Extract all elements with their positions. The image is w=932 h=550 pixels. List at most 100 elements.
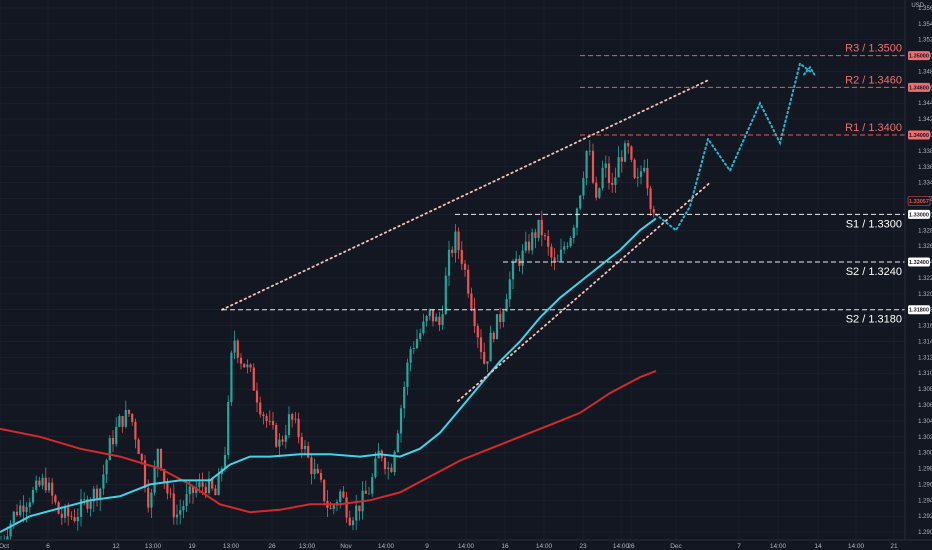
y-tick-label: 1.32800 (918, 228, 932, 234)
candle-body (236, 340, 239, 358)
candle-body (86, 499, 89, 509)
candle-body (255, 390, 259, 403)
price-tag (908, 257, 930, 267)
candle-body (281, 439, 284, 442)
candle-body (41, 477, 44, 486)
candle-body (265, 416, 268, 421)
y-tick-label: 1.31400 (918, 339, 932, 345)
candle-body (502, 311, 505, 323)
candle-body (406, 362, 409, 388)
candle-body (435, 316, 438, 322)
y-tick-label: 1.32200 (918, 276, 932, 282)
projected-path-arrowhead (803, 65, 816, 77)
y-tick-label: 1.35600 (918, 6, 932, 12)
candles-layer (0, 140, 655, 548)
candle-body (467, 269, 470, 294)
x-tick-label: 7 (737, 543, 741, 550)
candle-body (582, 178, 585, 196)
candle-body (371, 477, 374, 494)
candle-body (556, 261, 559, 262)
candle-body (252, 367, 255, 391)
y-tick-label: 1.35200 (918, 38, 932, 44)
candle-body (95, 488, 99, 501)
candle-body (457, 231, 460, 251)
candle-body (332, 505, 335, 509)
candle-body (399, 408, 403, 434)
candle-body (140, 454, 143, 461)
candle-body (38, 480, 41, 486)
candle-body (447, 249, 451, 276)
candle-body (627, 143, 630, 147)
candle-body (239, 357, 243, 364)
x-tick-label: Oct (0, 543, 9, 550)
y-tick-label: 1.33400 (918, 181, 932, 187)
candle-body (579, 195, 582, 209)
candle-body (169, 493, 172, 495)
candle-body (652, 209, 655, 213)
candle-body (553, 257, 556, 262)
candle-body (182, 506, 185, 511)
candle-body (134, 421, 137, 440)
candle-body (422, 321, 425, 334)
candle-body (47, 482, 51, 491)
candle-body (179, 510, 182, 515)
candle-body (191, 486, 195, 494)
currency-label: USD (911, 3, 924, 9)
candle-body (649, 188, 652, 210)
candle-body (25, 507, 28, 512)
y-tick-label: 1.31600 (918, 324, 932, 330)
price-tag (908, 51, 930, 61)
candle-body (319, 473, 323, 480)
x-tick-label: 13:00 (299, 543, 316, 550)
candle-body (303, 446, 307, 449)
candle-body (31, 489, 35, 503)
price-tag-label: 1.31800 (909, 308, 929, 314)
candle-body (19, 505, 22, 516)
y-tick-label: 1.29600 (918, 482, 932, 488)
candle-body (35, 480, 38, 490)
candle-body (217, 474, 220, 496)
candle-body (633, 159, 636, 178)
candle-body (607, 163, 611, 183)
candle-body (124, 409, 127, 427)
candle-body (499, 314, 502, 323)
candle-body (387, 467, 390, 470)
candle-body (495, 314, 499, 340)
candle-body (271, 420, 275, 426)
candle-body (524, 241, 527, 251)
candle-body (543, 235, 547, 237)
candle-body (339, 491, 342, 502)
level-label: S2 / 1.3180 (846, 314, 902, 326)
y-tick-label: 1.33600 (918, 165, 932, 171)
channel-upper-trendline (221, 78, 711, 311)
candle-body (323, 479, 326, 501)
candle-body (348, 517, 351, 526)
candle-body (102, 474, 105, 489)
candle-body (611, 182, 614, 185)
candle-body (163, 469, 166, 483)
time-axis-background (0, 540, 905, 550)
candle-body (150, 492, 153, 508)
candle-body (291, 414, 294, 420)
candle-body (79, 499, 83, 517)
candle-body (428, 309, 431, 317)
y-tick-label: 1.30200 (918, 435, 932, 441)
x-tick-label: 14:00 (613, 543, 630, 550)
x-tick-label: 12 (112, 543, 120, 550)
candle-body (188, 486, 191, 495)
candle-body (511, 262, 515, 280)
x-tick-label: 14:00 (378, 543, 395, 550)
x-tick-label: 23 (579, 543, 587, 550)
level-label: R1 / 1.3400 (845, 122, 902, 134)
projected-path-line (655, 61, 811, 232)
candle-body (473, 308, 476, 327)
x-tick-label: 19 (188, 543, 196, 550)
candle-body (54, 495, 57, 503)
candle-body (175, 514, 179, 518)
candle-body (547, 236, 550, 247)
x-tick-label: 14:00 (536, 543, 553, 550)
candle-body (441, 314, 444, 325)
